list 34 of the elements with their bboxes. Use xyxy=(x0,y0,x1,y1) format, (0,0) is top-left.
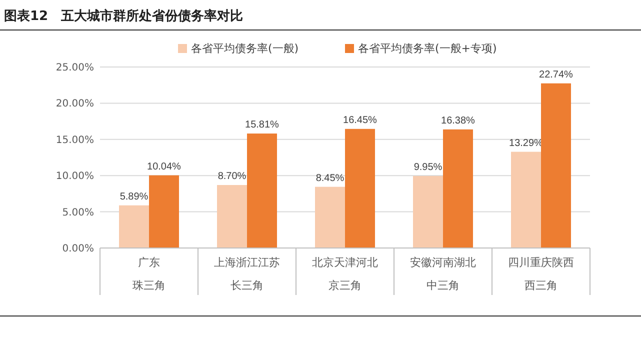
bar xyxy=(315,186,345,248)
y-tick-label: 5.00% xyxy=(62,207,94,218)
y-tick-label: 10.00% xyxy=(56,171,94,182)
x-tick-label: 四川重庆陕西西三角 xyxy=(508,256,574,292)
data-label: 15.81% xyxy=(245,120,280,131)
data-label: 16.38% xyxy=(441,115,476,126)
data-label: 8.70% xyxy=(218,171,246,182)
legend-label: 各省平均债务率(一般+专项) xyxy=(358,42,497,55)
data-label: 10.04% xyxy=(147,161,182,172)
bar xyxy=(443,129,473,248)
bar xyxy=(345,128,375,248)
data-label: 5.89% xyxy=(120,191,148,202)
chart-title: 图表12 五大城市群所处省份债务率对比 xyxy=(4,8,244,24)
y-tick-label: 25.00% xyxy=(56,62,94,74)
x-tick-label: 广东珠三角 xyxy=(132,256,166,292)
bar xyxy=(149,175,179,248)
data-label: 9.95% xyxy=(414,162,442,173)
legend-label: 各省平均债务率(一般) xyxy=(191,42,299,55)
y-tick-label: 15.00% xyxy=(56,134,94,146)
x-tick-label: 安徽河南湖北中三角 xyxy=(410,256,476,292)
data-label: 22.74% xyxy=(539,69,574,80)
bar xyxy=(413,176,443,248)
data-label: 13.29% xyxy=(509,138,544,149)
x-tick-label: 上海浙江江苏长三角 xyxy=(214,256,280,292)
bar xyxy=(541,83,571,248)
bar xyxy=(119,205,149,248)
bar xyxy=(217,185,247,248)
x-tick-label: 北京天津河北京三角 xyxy=(312,256,378,292)
data-label: 16.45% xyxy=(343,114,378,126)
bar xyxy=(511,152,541,248)
y-tick-label: 20.00% xyxy=(56,98,94,110)
y-tick-label: 0.00% xyxy=(62,244,94,254)
data-label: 8.45% xyxy=(316,172,344,184)
bar xyxy=(247,134,277,248)
